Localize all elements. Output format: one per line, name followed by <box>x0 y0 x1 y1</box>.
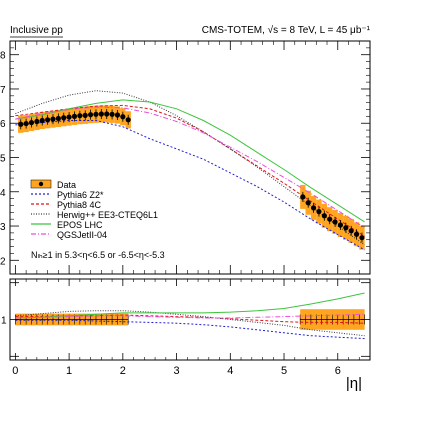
x-tick-label-6: 6 <box>335 365 341 377</box>
main-ytick-label-0: 8 <box>0 51 6 62</box>
central-point-7 <box>55 115 61 122</box>
legend-label-herwig: Herwig++ EE3-CTEQ6L1 <box>57 210 158 220</box>
forward-point-2 <box>310 205 317 211</box>
central-point-5 <box>45 117 51 123</box>
main-panel: 8 7 6 5 4 3 2 Nₗₕ≥1 in 5.3<η<6.5 or -6.5<η<-5.… <box>0 40 371 275</box>
ratio-curve-herwig <box>15 310 365 337</box>
forward-point-10 <box>353 231 360 237</box>
ratio-panel: 1 <box>1 278 371 361</box>
central-point-0 <box>18 121 24 127</box>
central-point-10 <box>71 113 78 119</box>
x-tick-label-1: 1 <box>66 365 72 377</box>
x-tick-label-5: 5 <box>281 365 287 377</box>
legend-label-data: Data <box>57 180 76 190</box>
central-point-20 <box>125 117 131 123</box>
central-point-18 <box>114 112 121 118</box>
main-ytick-label-6: 2 <box>0 256 6 267</box>
legend-label-epos: EPOS LHC <box>57 220 103 230</box>
forward-point-11 <box>359 235 365 241</box>
header-right-label: CMS-TOTEM, √s = 8 TeV, L = 45 μb⁻¹ <box>202 24 371 36</box>
main-curve-pythia6 <box>15 120 365 251</box>
x-tick-label-3: 3 <box>174 365 180 377</box>
main-curve-epos <box>15 99 365 223</box>
ratio-data-bands <box>15 309 365 330</box>
main-ytick-label-2: 6 <box>0 119 6 130</box>
central-point-2 <box>28 119 35 126</box>
header-left-label: Inclusive pp <box>10 25 63 36</box>
main-ytick-label-4: 4 <box>0 188 6 199</box>
main-curve-pythia8 <box>15 104 365 237</box>
central-point-17 <box>109 111 115 117</box>
ratio-curve-pythia8 <box>15 314 365 324</box>
main-ytick-label-3: 5 <box>0 154 6 165</box>
forward-point-0 <box>300 194 306 200</box>
central-point-13 <box>87 112 94 118</box>
main-ytick-label-5: 3 <box>0 222 6 233</box>
ratio-y-ticks: 1 <box>1 282 370 357</box>
central-point-12 <box>82 112 88 118</box>
ratio-ytick-label-0: 1 <box>1 316 7 327</box>
x-tick-label-2: 2 <box>120 365 126 377</box>
central-point-9 <box>66 114 72 120</box>
central-point-8 <box>61 115 67 121</box>
forward-point-1 <box>305 200 311 206</box>
legend-label-pythia6: Pythia6 Z2* <box>57 190 104 200</box>
main-model-curves <box>15 90 365 251</box>
legend-data-marker <box>38 181 44 187</box>
central-point-19 <box>120 114 126 120</box>
x-axis-label: |η| <box>346 375 362 392</box>
forward-point-6 <box>332 219 338 225</box>
main-data-points <box>18 108 365 243</box>
legend-label-qgsjet: QGSJetII-04 <box>57 230 107 240</box>
forward-point-8 <box>343 225 349 231</box>
forward-point-9 <box>348 228 354 234</box>
central-point-15 <box>98 111 104 117</box>
ratio-model-curves <box>15 292 365 340</box>
central-point-14 <box>93 111 99 117</box>
main-ytick-label-1: 7 <box>0 85 6 96</box>
forward-point-7 <box>337 222 344 228</box>
x-tick-label-4: 4 <box>227 365 233 377</box>
central-point-11 <box>77 113 83 119</box>
central-point-4 <box>39 117 45 124</box>
central-point-3 <box>34 118 40 125</box>
main-y-ticks: 8 7 6 5 4 3 2 <box>0 47 370 267</box>
main-curve-herwig <box>15 90 365 246</box>
selection-annotation: Nₗₕ≥1 in 5.3<η<6.5 or -6.5<η<-5.3 <box>31 250 165 260</box>
ratio-curve-qgsjet <box>15 313 365 319</box>
main-x-ticks <box>14 41 360 274</box>
central-point-16 <box>104 111 110 117</box>
legend-label-pythia8: Pythia8 4C <box>57 200 102 210</box>
forward-point-3 <box>316 209 322 215</box>
forward-point-5 <box>327 216 333 222</box>
forward-point-4 <box>321 213 327 219</box>
central-point-6 <box>50 116 56 122</box>
ratio-curve-epos <box>15 292 365 319</box>
central-point-1 <box>23 120 29 127</box>
x-tick-labels: 0 1 2 3 4 5 6 <box>12 365 341 377</box>
x-tick-label-0: 0 <box>12 365 18 377</box>
main-curve-qgsjet <box>15 106 365 229</box>
ratio-x-ticks <box>14 279 360 360</box>
